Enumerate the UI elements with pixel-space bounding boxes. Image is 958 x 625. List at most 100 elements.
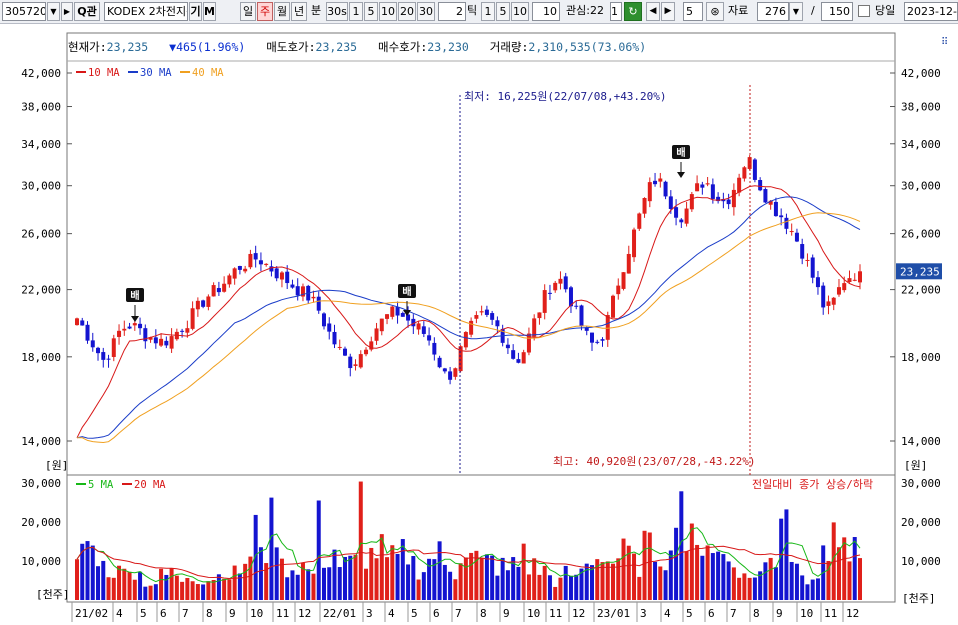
candle	[836, 279, 841, 297]
volume-value: 2,310,535(73.06%)	[528, 40, 647, 54]
data-count-input[interactable]: 276	[757, 2, 789, 21]
x-axis-label: 10	[527, 607, 540, 620]
candle	[264, 263, 269, 267]
data-count-dropdown-icon[interactable]: ▼	[789, 2, 803, 21]
buy-marker-3-label: 배	[676, 146, 685, 159]
tab-weekly[interactable]: 주	[257, 2, 273, 21]
tick-input[interactable]: 10	[532, 2, 560, 21]
prev-arrow-icon[interactable]: ◀	[646, 2, 660, 21]
x-axis-label: 3	[366, 607, 373, 620]
x-axis-label: 9	[776, 607, 783, 620]
grid-menu-icon[interactable]: ⠿	[941, 37, 948, 48]
candle	[632, 227, 637, 262]
interval-5-button[interactable]: 5	[364, 2, 378, 21]
candle	[826, 295, 831, 315]
data-total-input[interactable]: 150	[821, 2, 853, 21]
candle	[784, 213, 789, 235]
volume-bar	[611, 563, 616, 600]
down-triangle-icon: ▼	[169, 40, 177, 54]
tab-yearly[interactable]: 년	[291, 2, 307, 21]
volume-bar	[111, 577, 116, 600]
volume-bar	[243, 563, 248, 600]
volume-ma-5-line	[76, 527, 861, 583]
candle	[731, 183, 736, 216]
volume-bar	[343, 556, 348, 600]
candle	[216, 281, 221, 296]
candle	[90, 332, 95, 352]
x-axis-label: 12	[572, 607, 585, 620]
volume-bar	[369, 547, 374, 600]
candle	[532, 314, 537, 341]
candle	[463, 331, 468, 351]
volume-tick-label-right: 10,000	[901, 555, 941, 568]
volume-bar	[232, 565, 237, 600]
interval-1-button[interactable]: 1	[349, 2, 363, 21]
volume-bar	[453, 579, 458, 600]
volume-bar	[132, 579, 137, 600]
settings-gear-icon[interactable]: ⊛	[706, 2, 724, 21]
candle	[80, 317, 85, 326]
candle	[800, 238, 805, 265]
tick-10-button[interactable]: 10	[511, 2, 529, 21]
today-checkbox[interactable]	[858, 5, 870, 17]
candle	[127, 322, 132, 330]
volume-bar	[826, 560, 831, 600]
volume-bar	[106, 577, 111, 600]
interval-10-button[interactable]: 10	[379, 2, 397, 21]
tick-1-button[interactable]: 1	[481, 2, 495, 21]
volume-bar	[400, 539, 405, 600]
play-icon[interactable]: ▶	[61, 2, 73, 21]
volume-bar	[479, 557, 484, 600]
legend-10ma: 10 MA	[88, 67, 120, 79]
ma-30-line	[76, 196, 861, 439]
volume-bar	[248, 556, 253, 600]
code-dropdown-icon[interactable]: ▼	[47, 2, 60, 21]
stock-code-input[interactable]: 305720	[2, 2, 46, 21]
candle	[321, 312, 326, 330]
interval-input[interactable]: 2	[438, 2, 466, 21]
volume-bar	[101, 560, 106, 600]
volume-bar	[201, 584, 206, 600]
search-button[interactable]: Q관	[74, 2, 100, 21]
price-tick-label-left: 38,000	[21, 101, 61, 114]
interval-30s-button[interactable]: 30s	[326, 2, 348, 21]
volume-bar	[763, 562, 768, 600]
interval-20-button[interactable]: 20	[398, 2, 416, 21]
price-tick-label-right: 26,000	[901, 228, 941, 241]
data-count-label: 자료	[728, 4, 749, 17]
candle	[516, 352, 521, 364]
volume-bar	[616, 558, 621, 600]
interval-30-button[interactable]: 30	[417, 2, 435, 21]
candle	[343, 346, 348, 357]
candle	[201, 299, 206, 309]
candle	[616, 278, 621, 300]
next-arrow-icon[interactable]: ▶	[661, 2, 675, 21]
volume-bar	[316, 500, 321, 600]
candle	[705, 176, 710, 187]
candle	[474, 311, 479, 324]
candle	[658, 172, 663, 188]
volume-bar	[695, 544, 700, 600]
volume-bar	[222, 578, 227, 600]
step-input[interactable]: 5	[683, 2, 703, 21]
candle	[726, 193, 731, 210]
m-button[interactable]: M	[203, 2, 216, 21]
bid-label: 매수호가:	[378, 40, 428, 54]
kibon-button[interactable]: 기	[189, 2, 202, 21]
candle	[395, 301, 400, 324]
candle	[138, 317, 143, 335]
watch-value[interactable]: 1	[610, 2, 622, 21]
price-unit-left: [원]	[45, 459, 68, 472]
candle	[437, 355, 442, 369]
tick-5-button[interactable]: 5	[496, 2, 510, 21]
refresh-icon[interactable]: ↻	[624, 2, 642, 21]
volume-bar	[731, 567, 736, 600]
candle	[542, 284, 547, 320]
candle	[773, 197, 778, 217]
legend-20ma: 20 MA	[134, 479, 166, 491]
stock-name-field[interactable]: KODEX 2차전지산	[104, 2, 188, 21]
tab-daily[interactable]: 일	[240, 2, 256, 21]
tab-monthly[interactable]: 월	[274, 2, 290, 21]
candle	[742, 166, 747, 182]
x-axis-label: 6	[160, 607, 167, 620]
